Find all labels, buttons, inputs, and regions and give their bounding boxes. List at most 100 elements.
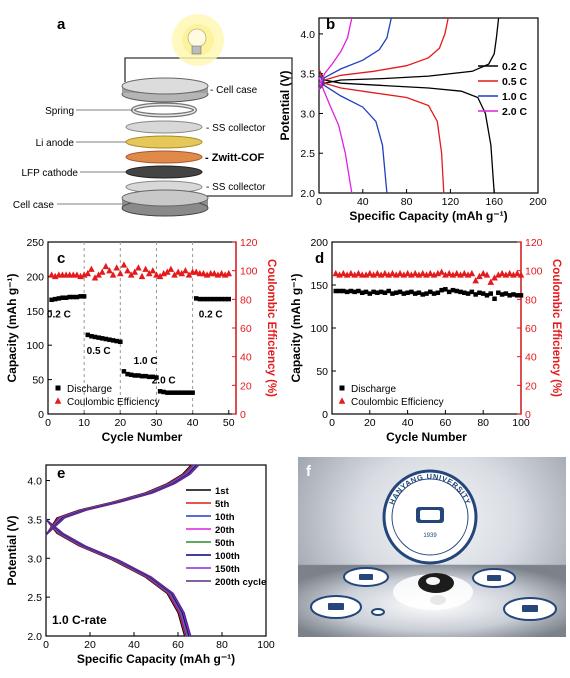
efficiency-point — [145, 269, 153, 277]
discharge-point — [110, 338, 116, 343]
x-axis-label: Cycle Number — [102, 430, 183, 444]
discharge-point — [363, 289, 369, 295]
x-tick-label: 10 — [78, 417, 90, 429]
rate-label: 0.5 C — [87, 346, 111, 357]
efficiency-point — [389, 269, 396, 277]
discharge-point — [514, 293, 520, 298]
y2-tick-label: 20 — [525, 380, 537, 392]
x-tick-label: 30 — [151, 417, 163, 429]
y-tick-label: 200 — [310, 237, 328, 249]
efficiency-point — [411, 269, 419, 277]
discharge-point — [222, 296, 228, 302]
discharge-point — [390, 291, 395, 296]
discharge-point — [431, 291, 437, 296]
cycle-2-charge-line — [45, 464, 193, 536]
discharge-point — [409, 289, 414, 295]
efficiency-point — [225, 269, 233, 277]
discharge-point — [450, 287, 456, 293]
x-axis-label: Cycle Number — [386, 430, 467, 444]
legend-label: 2.0 C — [502, 106, 528, 118]
chart-e-svg: 0 20 40 60 80 100 2.0 2.5 3.0 3.5 4.0 Specific Capa… — [5, 464, 275, 666]
efficiency-point — [404, 269, 411, 277]
chart-b-svg: 0 40 80 120 160 200 2.0 2.5 3.0 3.5 4.0 Specific Ca… — [278, 17, 547, 223]
x-tick-label: 50 — [223, 417, 235, 429]
legend-label: 200th cycle — [215, 577, 266, 588]
discharge-point — [492, 296, 497, 302]
efficiency-point — [131, 268, 139, 275]
legend-label: Discharge — [67, 384, 112, 395]
efficiency-point — [381, 269, 389, 277]
discharge-point — [67, 294, 72, 300]
x-tick-label: 20 — [364, 417, 376, 429]
panel-label-a: a — [57, 16, 66, 33]
y-tick-label: 100 — [310, 323, 328, 335]
y2-tick-label: 60 — [525, 323, 537, 335]
legend-label: Coulombic Efficiency — [67, 397, 160, 408]
discharge-point — [143, 373, 148, 379]
series-2-discharge-line — [318, 69, 445, 194]
efficiency-point — [491, 274, 498, 281]
discharge-point — [74, 294, 80, 300]
efficiency-point — [106, 267, 113, 274]
discharge-point — [172, 390, 177, 395]
efficiency-point — [355, 269, 362, 277]
discharge-point — [125, 371, 130, 377]
discharge-point — [420, 292, 425, 297]
y2-tick-label: 120 — [525, 237, 543, 249]
panel-f-photo: f HANYANG UNIVERSITY 1939 — [298, 457, 566, 637]
x-tick-label: 60 — [440, 417, 452, 429]
discharge-point — [337, 288, 342, 294]
discharge-point — [435, 290, 441, 295]
discharge-point — [488, 291, 494, 296]
efficiency-point — [453, 269, 461, 277]
efficiency-point — [102, 262, 110, 270]
discharge-point — [359, 290, 365, 295]
efficiency-point — [332, 269, 340, 277]
discharge-point — [496, 290, 501, 295]
photo-scene: HANYANG UNIVERSITY 1939 — [298, 469, 566, 637]
efficiency-point — [517, 271, 525, 278]
discharge-point — [136, 373, 141, 378]
efficiency-point — [171, 271, 178, 278]
x-axis-label: Specific Capacity (mAh g⁻¹) — [349, 209, 507, 223]
discharge-point — [386, 288, 391, 294]
x-tick-label: 40 — [357, 196, 369, 208]
label-li-anode: Li anode — [36, 138, 75, 149]
legend-label: 1st — [215, 486, 230, 497]
efficiency-point — [185, 271, 193, 278]
efficiency-point — [156, 272, 164, 280]
efficiency-point — [117, 269, 124, 277]
series-1-charge-line — [318, 17, 500, 91]
discharge-point — [352, 289, 357, 295]
y2-tick-label: 80 — [240, 294, 252, 306]
efficiency-point — [73, 271, 81, 278]
discharge-series — [49, 294, 232, 395]
y-tick-label: 0 — [38, 409, 44, 421]
discharge-point — [507, 293, 512, 298]
legend-label: 1.0 C — [502, 91, 528, 103]
x-tick-label: 40 — [128, 639, 140, 651]
circuit-wire — [124, 57, 293, 197]
legend-label: 10th — [215, 512, 235, 523]
y-tick-label: 3.5 — [27, 514, 42, 526]
discharge-point — [52, 296, 58, 302]
discharge-point — [397, 289, 403, 295]
discharge-point — [168, 390, 174, 395]
y2-axis-label: Coulombic Efficiency (%) — [550, 259, 562, 397]
efficiency-point — [178, 269, 186, 277]
x-tick-label: 40 — [402, 417, 414, 429]
y2-tick-label: 20 — [240, 380, 252, 392]
legend-label: 100th — [215, 551, 240, 562]
x-tick-label: 0 — [329, 417, 335, 429]
efficiency-point — [218, 269, 225, 277]
y2-tick-label: 100 — [525, 266, 543, 278]
cycle-8-discharge-line — [45, 518, 192, 637]
x-tick-label: 20 — [84, 639, 96, 651]
x-tick-label: 80 — [401, 196, 413, 208]
y-tick-label: 200 — [26, 271, 44, 283]
x-tick-label: 60 — [172, 639, 184, 651]
legend-swatch — [338, 397, 346, 404]
efficiency-point — [48, 271, 55, 278]
